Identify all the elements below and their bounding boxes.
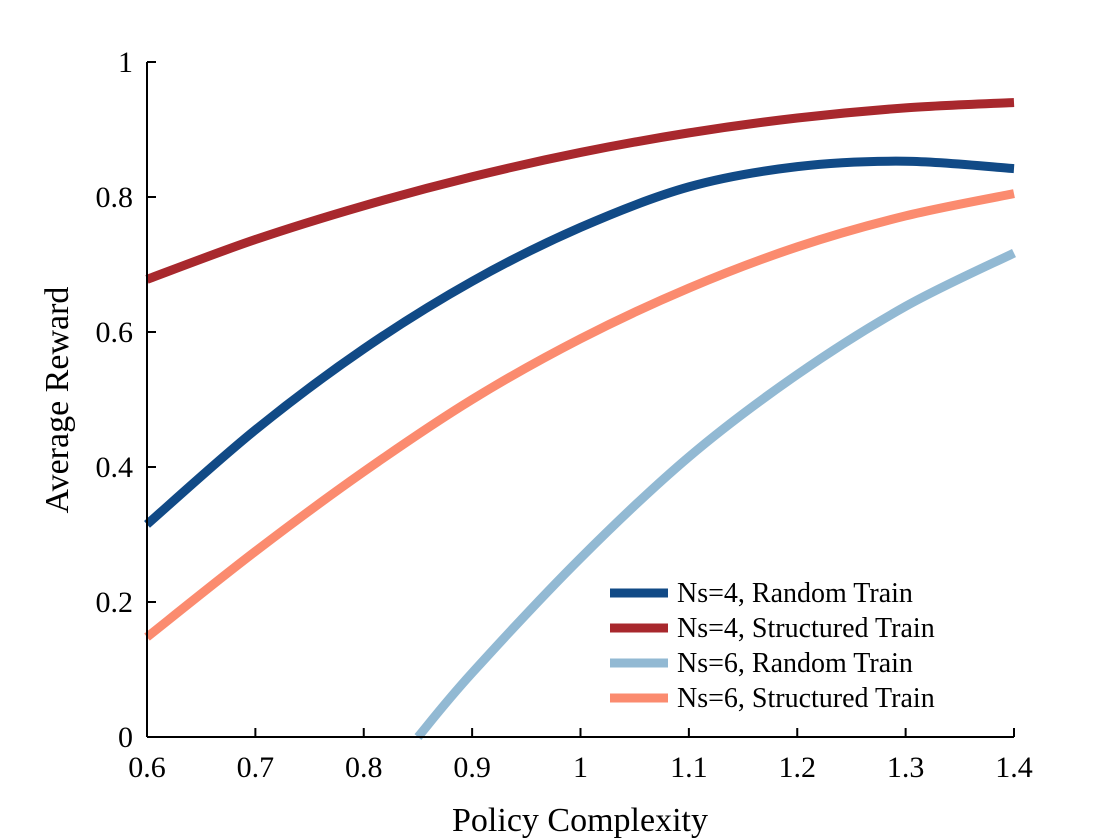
y-tick-label: 0.8 (96, 181, 134, 214)
y-tick-label: 0.4 (96, 451, 134, 484)
x-tick-label: 0.7 (237, 751, 275, 784)
legend-label-2: Ns=4, Structured Train (677, 613, 935, 644)
legend-label-1: Ns=4, Random Train (677, 578, 913, 609)
legend: Ns=4, Random Train Ns=4, Structured Train… (610, 578, 935, 714)
series-line-4 (144, 189, 1015, 641)
y-tick-label: 0.2 (96, 586, 134, 619)
x-tick-label: 1.2 (779, 751, 817, 784)
legend-label-4: Ns=6, Structured Train (677, 683, 935, 714)
x-tick-label: 0.8 (345, 751, 383, 784)
y-tick-label: 0 (118, 721, 133, 754)
x-tick-label: 1.4 (995, 751, 1033, 784)
x-tick-label: 1.1 (670, 751, 708, 784)
ticks-layer: 0.6 0.7 0.8 0.9 1 1.1 1.2 1.3 1.4 0 0.2 0.4 0.6 0.8 1 (96, 46, 1033, 784)
series-line-1 (144, 156, 1015, 528)
x-tick-label: 1.3 (887, 751, 925, 784)
x-tick-label: 1 (573, 751, 588, 784)
x-tick-label: 0.9 (453, 751, 491, 784)
series-line-3 (414, 248, 1016, 740)
y-tick-label: 0.6 (96, 316, 134, 349)
x-tick-label: 0.6 (128, 751, 166, 784)
y-axis-title: Average Reward (39, 287, 76, 514)
x-axis-title: Policy Complexity (452, 802, 708, 839)
legend-label-3: Ns=6, Random Train (677, 648, 913, 679)
series-line-2 (145, 98, 1015, 284)
series-layer (144, 98, 1016, 740)
y-tick-label: 1 (118, 46, 133, 79)
